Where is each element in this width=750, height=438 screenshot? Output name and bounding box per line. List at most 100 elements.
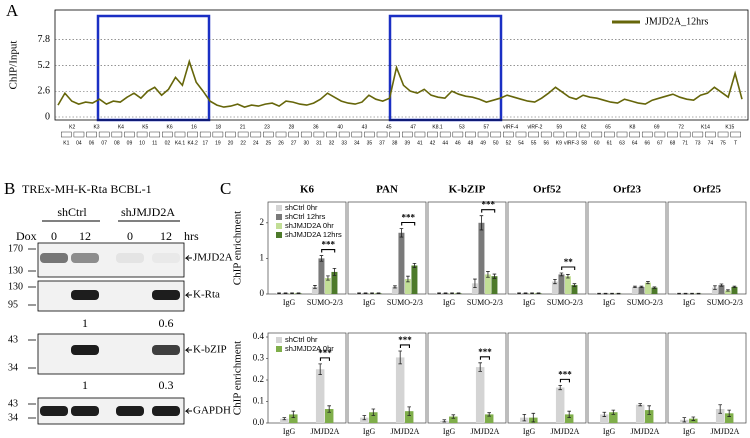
plot-frame [267, 332, 347, 424]
gene-box [187, 131, 198, 138]
gene-box [250, 131, 262, 138]
bar [449, 416, 458, 423]
y-tick-label: 2.6 [38, 86, 51, 97]
bar [718, 285, 725, 294]
x-tick-label: SUMO-2/3 [307, 298, 343, 307]
bar [731, 286, 738, 294]
gene-box [174, 131, 186, 138]
error-bar [691, 416, 696, 421]
bar [564, 276, 571, 294]
gene-box [136, 131, 148, 138]
gene-label: 55 [531, 140, 537, 146]
band [152, 253, 180, 263]
mw-marker: 130 [8, 265, 23, 276]
band [152, 345, 180, 355]
x-tick-label: IgG [603, 427, 616, 436]
x-tick-label: JMJD2A [390, 427, 419, 436]
significance-label: *** [481, 200, 495, 210]
bar [331, 271, 338, 294]
bar [631, 286, 638, 294]
x-tick-label: JMJD2A [470, 427, 499, 436]
gene-label: 28 [289, 124, 295, 130]
error-bar [719, 283, 724, 287]
bar [411, 265, 418, 294]
gene-label: 32 [329, 140, 335, 146]
x-tick-label: JMJD2A [310, 427, 339, 436]
gene-box [86, 131, 97, 138]
legend-swatch [276, 223, 282, 229]
mw-marker: 130 [8, 281, 23, 292]
mw-marker: 170 [8, 243, 23, 254]
error-bar [610, 292, 614, 295]
band [116, 253, 144, 263]
mw-marker: 43 [8, 398, 18, 409]
bar [478, 222, 485, 294]
error-bar [732, 285, 737, 288]
gene-box [604, 131, 615, 138]
chart-title: K6 [300, 184, 315, 196]
cell-line: TREx-MH-K-Rta BCBL-1 [22, 182, 152, 196]
error-bar [567, 410, 571, 419]
mw-marker: 95 [8, 299, 18, 310]
bar [689, 418, 698, 423]
error-bar [283, 292, 288, 295]
y-axis-label: ChIP enrichment [232, 211, 244, 285]
gene-label: K3 [93, 124, 99, 130]
bar [289, 414, 298, 423]
error-bar [690, 292, 694, 295]
band [71, 253, 99, 263]
error-bar [332, 267, 337, 276]
gene-box [338, 131, 350, 138]
plot-frame [507, 332, 587, 424]
error-bar [277, 292, 281, 295]
gene-label: vIRF-2 [527, 124, 542, 130]
error-bar [713, 285, 717, 290]
band [152, 290, 180, 300]
y-tick-label: 0 [260, 288, 265, 298]
error-bar [451, 414, 456, 419]
bar [484, 414, 494, 423]
error-bar [282, 417, 287, 421]
bar [311, 286, 318, 294]
y-tick-label: 7.8 [38, 34, 51, 45]
bar [724, 290, 731, 294]
gene-label: 49 [480, 140, 486, 146]
panel-label: C [220, 179, 231, 198]
gene-label: 35 [367, 140, 373, 146]
gene-box [515, 131, 527, 138]
y-axis-label: ChIP/Input [8, 41, 20, 90]
plot-frame [427, 332, 507, 424]
error-bar [437, 292, 441, 295]
error-bar [478, 362, 482, 372]
gene-box [439, 131, 451, 138]
gene-box [288, 131, 299, 138]
gene-label: 67 [657, 140, 663, 146]
plot-frame [667, 201, 747, 295]
error-bar [357, 292, 361, 295]
error-bar [726, 289, 730, 292]
band [152, 406, 180, 416]
gene-box [237, 131, 249, 138]
panel-label: B [4, 179, 15, 198]
legend-swatch [276, 337, 282, 343]
dox-label: Dox [16, 229, 37, 243]
legend-label: shJMJD2A 12hrs [285, 230, 342, 239]
gene-box [149, 131, 161, 138]
significance-label: ** [564, 257, 574, 267]
error-bar [572, 283, 577, 287]
error-bar [517, 292, 521, 295]
gene-label: 58 [581, 140, 587, 146]
error-bar [412, 262, 417, 269]
highlight-box [388, 14, 503, 122]
dox-value: 12 [79, 229, 91, 243]
gene-box [528, 131, 539, 138]
panel-label: A [6, 1, 19, 20]
error-bar [376, 292, 381, 295]
x-tick-label: IgG [603, 298, 616, 307]
gene-box [503, 131, 514, 138]
band [40, 406, 68, 416]
significance-label: *** [398, 335, 412, 345]
error-bar [603, 292, 608, 295]
x-tick-label: IgG [283, 427, 296, 436]
legend-label: shCtrl 0hr [285, 203, 318, 212]
